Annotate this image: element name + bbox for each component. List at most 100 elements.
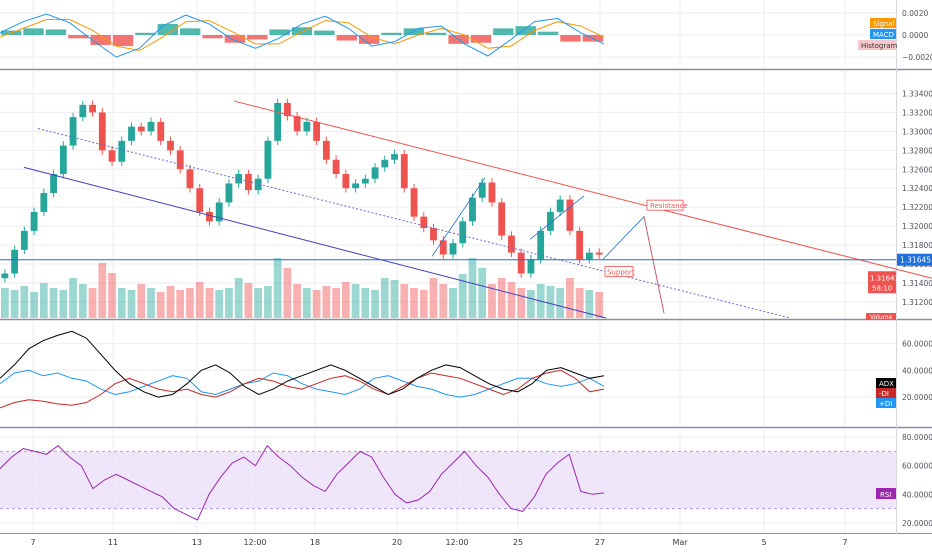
candle-body xyxy=(30,211,38,231)
y-tick-label: 40.0000 xyxy=(902,490,932,499)
candle-body xyxy=(176,150,184,170)
volume-bar xyxy=(166,286,175,318)
macd-histogram-bar xyxy=(202,35,223,39)
volume-bar xyxy=(380,278,389,318)
minus-di-line xyxy=(0,369,605,409)
volume-bar xyxy=(186,288,194,318)
dmi-legend-text: ADX xyxy=(879,380,894,388)
y-tick-label: 1.33400 xyxy=(902,89,932,98)
candle-body xyxy=(215,202,223,222)
candle-body xyxy=(566,199,574,231)
volume-bar xyxy=(127,290,136,318)
candle-body xyxy=(40,192,48,212)
candle-body xyxy=(50,174,57,193)
volume-bar xyxy=(575,288,584,318)
volume-bar xyxy=(439,284,448,318)
volume-bar xyxy=(507,282,516,318)
macd-histogram-bar xyxy=(179,28,201,35)
volume-bar xyxy=(458,274,467,318)
macd-legend-badge xyxy=(870,18,896,28)
volume-bar xyxy=(390,280,399,318)
adx-line xyxy=(0,330,605,398)
last-price-badge xyxy=(897,253,932,266)
volume-bar xyxy=(449,288,457,318)
x-tick-label: 5 xyxy=(761,538,766,547)
rsi-band xyxy=(0,450,896,510)
candle-body xyxy=(410,188,418,217)
candle-body xyxy=(108,150,116,162)
y-tick-label: 20.0000 xyxy=(902,519,932,528)
macd-histogram-bar xyxy=(135,32,156,35)
candle-body xyxy=(449,243,457,255)
y-tick-label: 60.0000 xyxy=(902,462,932,471)
y-tick-label: 80.0000 xyxy=(902,433,932,442)
candle-body xyxy=(1,273,9,279)
macd-legend-text: Histogram xyxy=(861,42,897,50)
candle-body xyxy=(274,102,282,141)
indicator-lines xyxy=(0,13,605,521)
volume-bar xyxy=(59,290,68,318)
candle-body xyxy=(206,211,213,222)
macd-histogram-bar xyxy=(403,28,425,35)
volume-bar xyxy=(585,290,594,318)
candle-body xyxy=(118,140,126,162)
y-tick-label: 40.0000 xyxy=(902,366,932,375)
macd-histogram-bar xyxy=(426,32,447,35)
macd-histogram-bar xyxy=(537,31,559,35)
volume-bar xyxy=(595,292,603,318)
macd-line xyxy=(0,13,605,58)
candle-body xyxy=(137,126,145,132)
volume-badge xyxy=(866,313,896,320)
volume-bar xyxy=(156,292,165,318)
macd-legend-badge xyxy=(858,40,896,50)
candle-body xyxy=(527,259,535,274)
candle-body xyxy=(381,159,389,168)
volume-bar xyxy=(234,278,243,318)
rsi-legend-badge xyxy=(876,488,896,499)
macd-histogram-bar xyxy=(515,26,536,35)
last-close-text: 1.31641 xyxy=(870,274,899,282)
candle-body xyxy=(313,121,321,141)
y-tick-label: 1.32000 xyxy=(902,222,932,231)
support-channel-line xyxy=(23,166,607,319)
volume-bar xyxy=(215,290,224,318)
candle-body xyxy=(352,183,359,189)
x-tick-label: 12:00 xyxy=(445,538,468,547)
volume-bars xyxy=(1,258,603,318)
candle-body xyxy=(595,252,603,255)
candle-body xyxy=(439,240,447,255)
macd-histogram-bar xyxy=(560,35,581,42)
rsi-legend-text: RSI xyxy=(880,491,891,499)
candle-body xyxy=(196,188,204,212)
panel-separators xyxy=(0,0,932,534)
volume-bar xyxy=(10,290,19,318)
candle-body xyxy=(342,174,350,189)
volume-bar xyxy=(98,263,107,318)
macd-histogram-bar xyxy=(493,28,514,35)
countdown-text: 58:10 xyxy=(872,284,892,292)
dmi-legend-badge xyxy=(876,398,896,408)
candle-body xyxy=(167,140,174,151)
candle-body xyxy=(537,230,545,260)
candle-body xyxy=(59,145,67,174)
candle-body xyxy=(147,121,155,132)
macd-histogram-bar xyxy=(23,28,44,35)
candle-body xyxy=(11,249,19,274)
y-tick-label: 20.0000 xyxy=(902,393,932,402)
volume-bar xyxy=(1,288,9,318)
volume-bar xyxy=(332,288,340,318)
volume-bar xyxy=(78,284,87,318)
volume-bar xyxy=(69,278,77,318)
y-tick-label: 1.32200 xyxy=(902,203,932,212)
projection-arrow xyxy=(431,177,486,257)
macd-histogram-bar xyxy=(224,35,246,43)
y-tick-label: 60.0000 xyxy=(902,339,932,348)
dmi-legend-text: -DI xyxy=(879,390,889,398)
volume-bar xyxy=(488,284,496,318)
candle-body xyxy=(556,199,564,212)
candle-body xyxy=(547,211,554,231)
macd-histogram-bar xyxy=(358,35,380,44)
volume-bar xyxy=(517,288,526,318)
